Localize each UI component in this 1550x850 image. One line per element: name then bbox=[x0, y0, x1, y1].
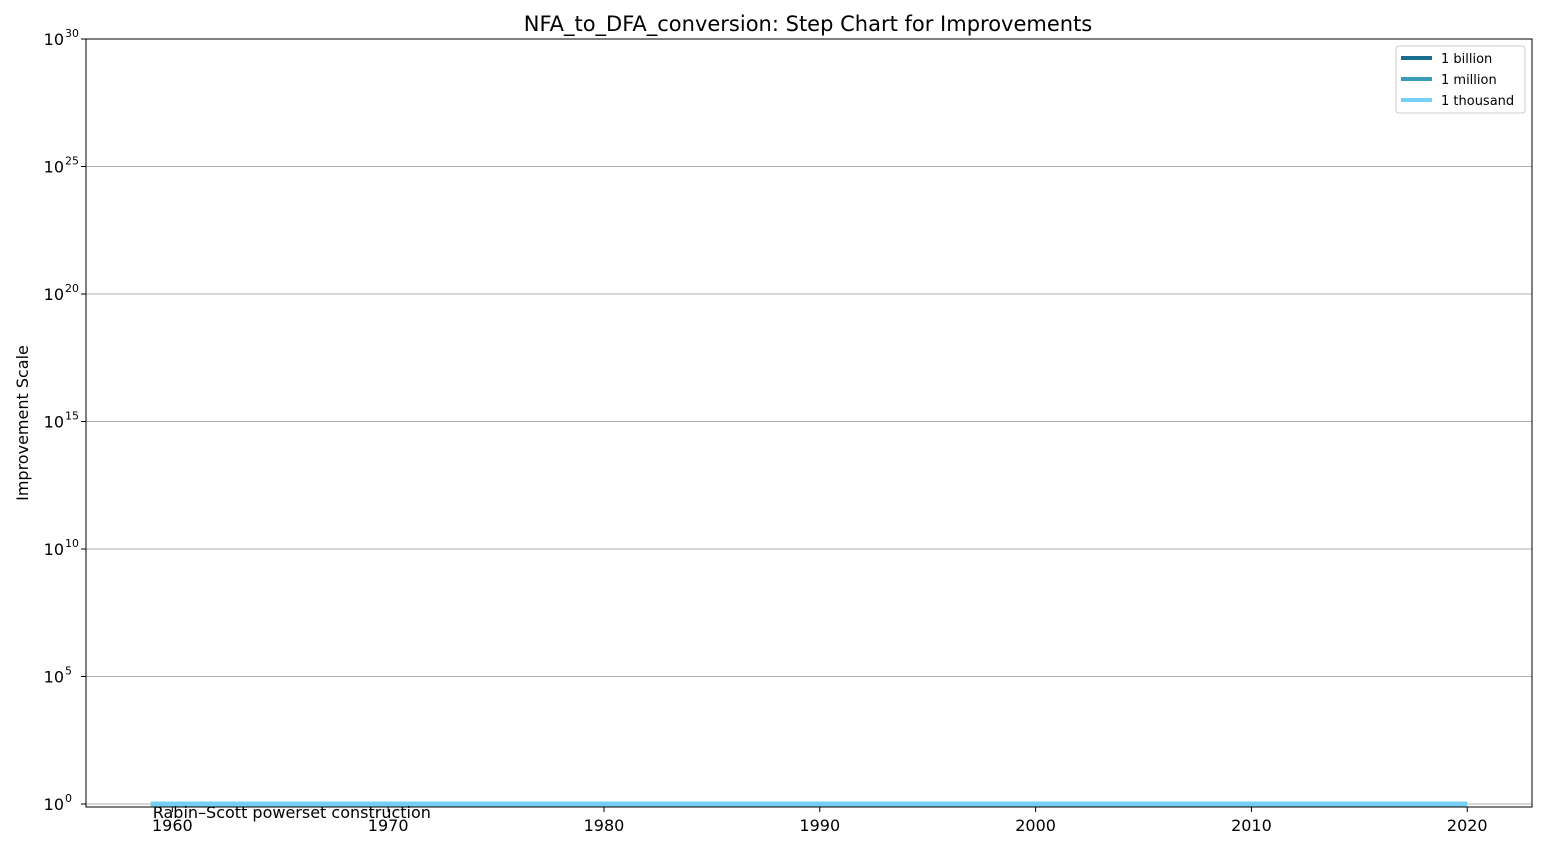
y-tick-label: 10 bbox=[44, 30, 64, 49]
y-tick-label: 10 bbox=[44, 158, 64, 177]
y-tick-label: 10 bbox=[44, 668, 64, 687]
x-tick-label: 2020 bbox=[1447, 816, 1488, 835]
legend-label: 1 million bbox=[1441, 73, 1497, 88]
y-tick-label: 10 bbox=[44, 413, 64, 432]
y-tick-exponent: 30 bbox=[65, 27, 79, 40]
legend-box bbox=[1395, 45, 1526, 114]
annotations: Rabin–Scott powerset construction bbox=[153, 803, 431, 822]
y-tick-label: 10 bbox=[44, 540, 64, 559]
gridlines bbox=[86, 38, 1532, 805]
y-tick-exponent: 25 bbox=[65, 155, 79, 168]
x-tick-label: 1960 bbox=[152, 816, 193, 835]
x-tick-label: 2010 bbox=[1231, 816, 1272, 835]
y-tick-label: 10 bbox=[44, 795, 64, 814]
legend-label: 1 billion bbox=[1441, 52, 1492, 67]
annotation-label: Rabin–Scott powerset construction bbox=[153, 803, 431, 822]
x-tick-label: 2000 bbox=[1015, 816, 1056, 835]
x-tick-label: 1990 bbox=[799, 816, 840, 835]
legend: 1 billion 1 million 1 thousand bbox=[1395, 45, 1526, 114]
x-axis-ticks: 1960 1970 1980 1990 2000 2010 2020 bbox=[152, 807, 1488, 835]
y-tick-exponent: 10 bbox=[65, 537, 79, 550]
y-tick-label: 10 bbox=[44, 285, 64, 304]
y-axis-label: Improvement Scale bbox=[13, 345, 32, 501]
legend-label: 1 thousand bbox=[1441, 94, 1514, 109]
plot-frame bbox=[85, 38, 1533, 808]
y-tick-exponent: 0 bbox=[65, 792, 72, 805]
y-tick-exponent: 15 bbox=[65, 410, 79, 423]
chart-title: NFA_to_DFA_conversion: Step Chart for Im… bbox=[524, 12, 1093, 37]
x-tick-label: 1980 bbox=[584, 816, 625, 835]
y-tick-exponent: 20 bbox=[65, 282, 79, 295]
y-tick-exponent: 5 bbox=[65, 665, 72, 678]
x-tick-label: 1970 bbox=[368, 816, 409, 835]
